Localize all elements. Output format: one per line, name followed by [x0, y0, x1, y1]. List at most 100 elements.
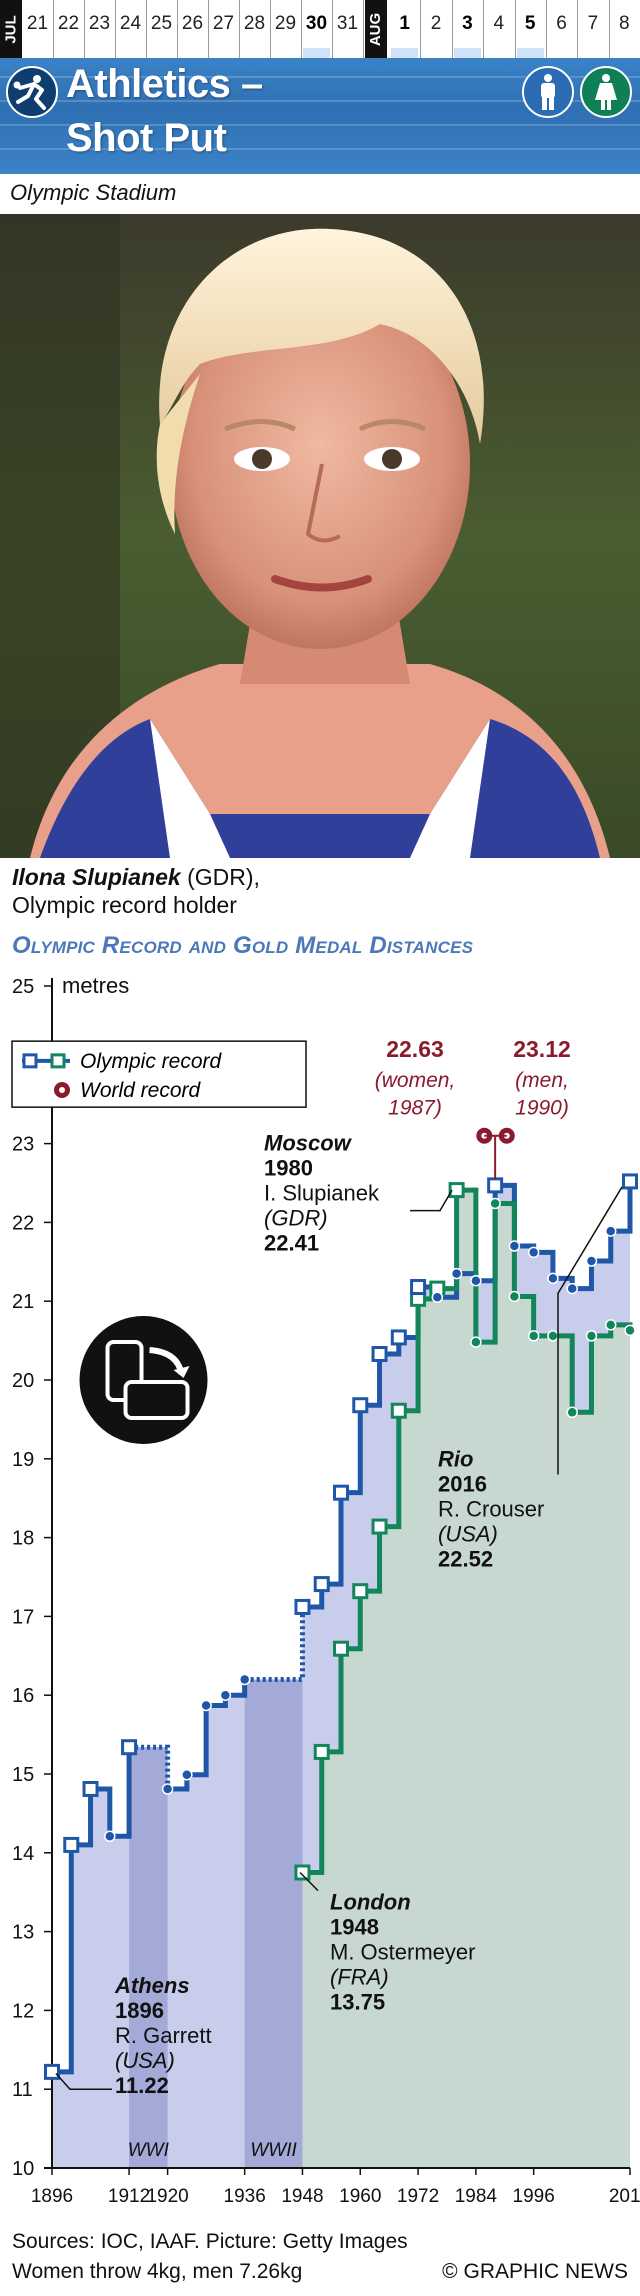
men-line-segment-9 — [244, 1606, 305, 1682]
x-tick-label-1960: 1960 — [339, 2186, 381, 2207]
day-8: 8 — [609, 0, 640, 58]
men-line-segment-26 — [610, 1181, 633, 1234]
chart-title: Olympic Record and Gold Medal Distances — [12, 932, 474, 959]
men-record-2016 — [622, 1173, 638, 1190]
annotation-moscow-country: (GDR) — [264, 1206, 328, 1231]
y-tick-label-22: 22 — [12, 1212, 34, 1234]
annotation-moscow-place: Moscow — [264, 1131, 353, 1156]
annotation-london-year: 1948 — [330, 1915, 379, 1940]
war-band-wwii — [244, 1679, 303, 2168]
men-line-segment-4 — [129, 1744, 171, 1789]
war-label-wwii: WWII — [250, 2140, 297, 2161]
venue: Olympic Stadium — [10, 180, 177, 205]
men-line-segment-1 — [71, 1788, 94, 1848]
legend-swatch-men — [22, 1053, 38, 1069]
annotation-rio-year: 2016 — [438, 1472, 487, 1497]
women-point-1996 — [527, 1330, 540, 1342]
y-tick-label-18: 18 — [12, 1528, 34, 1550]
day-26: 26 — [177, 0, 209, 58]
women-record-1948 — [294, 1864, 311, 1881]
annotation-london-athlete: M. Ostermeyer — [330, 1940, 475, 1965]
legend-olympic-record: Olympic record — [80, 1050, 223, 1073]
x-tick-label-1972: 1972 — [397, 2186, 439, 2207]
legend: Olympic record World record — [11, 1040, 307, 1108]
annotation-athens-year: 1896 — [115, 1998, 164, 2023]
men-record-1952 — [313, 1576, 330, 1593]
day-31: 31 — [332, 0, 364, 58]
men-point-2004 — [566, 1282, 578, 1295]
men-point-1908 — [104, 1830, 116, 1843]
women-record-1960 — [352, 1583, 369, 1600]
y-tick-label-13: 13 — [12, 1922, 34, 1944]
women-point-1988 — [489, 1197, 501, 1210]
men-point-1932 — [219, 1689, 232, 1701]
shot-put-icon — [6, 66, 58, 118]
x-tick-label-2016: 2016 — [609, 2186, 640, 2207]
month-aug: AUG — [365, 0, 387, 58]
world-record-desc2-1: 1990) — [515, 1096, 569, 1119]
x-tick-label-1936: 1936 — [224, 2186, 266, 2207]
women-point-1992 — [508, 1290, 521, 1303]
rotate-device-icon — [79, 1316, 208, 1444]
day-29: 29 — [270, 0, 302, 58]
women-point-2012 — [604, 1319, 617, 1331]
world-record-desc1-1: (men, — [515, 1069, 569, 1092]
men-record-1900 — [63, 1836, 80, 1853]
day-6: 6 — [546, 0, 579, 58]
credit: © GRAPHIC NEWS — [442, 2260, 628, 2283]
women-line-segment-10 — [495, 1200, 517, 1297]
men-record-1904 — [82, 1780, 99, 1797]
male-icon — [522, 66, 574, 118]
day-22: 22 — [53, 0, 85, 58]
women-record-1980 — [448, 1182, 465, 1199]
x-tick-label-1996: 1996 — [513, 2186, 555, 2207]
annotation-leader-rio — [557, 1186, 623, 1475]
month-jul: JUL — [0, 0, 22, 58]
men-point-1976 — [431, 1291, 444, 1304]
men-line-segment-25 — [591, 1231, 614, 1264]
day-1: 1 — [389, 0, 422, 58]
x-tick-label-1912: 1912 — [108, 2186, 150, 2207]
annotation-leader-london — [299, 1871, 319, 1892]
athlete-photo — [0, 214, 640, 858]
women-line-segment-13 — [552, 1333, 575, 1413]
day-21: 21 — [22, 0, 54, 58]
annotation-rio-country: (USA) — [438, 1522, 498, 1547]
annotation-moscow-year: 1980 — [264, 1156, 313, 1181]
world-record-desc1-0: (women, — [375, 1069, 456, 1092]
legend-world-record: World record — [80, 1079, 202, 1102]
men-point-1984 — [470, 1274, 482, 1287]
annotation-moscow-athlete: I. Slupianek — [264, 1181, 380, 1206]
photo-caption-role: Olympic record holder — [12, 892, 237, 918]
athlete-country: (GDR), — [187, 864, 260, 890]
y-tick-label-23: 23 — [12, 1134, 34, 1156]
annotation-leader-moscow — [410, 1189, 453, 1212]
men-point-2012 — [604, 1225, 617, 1237]
rotate-icon-arrowhead — [173, 1366, 190, 1378]
annotation-athens-country: (USA) — [115, 2048, 175, 2073]
y-tick-label-20: 20 — [12, 1370, 34, 1392]
men-record-1896 — [44, 2063, 60, 2080]
title-line-1: Athletics – — [66, 62, 263, 106]
date-strip: JUL 21 22 23 24 25 26 27 28 29 30 31 AUG 1 2 3 4 5 6 7 8 — [0, 0, 640, 58]
day-7: 7 — [577, 0, 610, 58]
women-area — [302, 1190, 630, 2168]
women-line-segment-11 — [514, 1293, 537, 1336]
men-line-segment-22 — [533, 1249, 556, 1279]
x-tick-label-1896: 1896 — [31, 2186, 73, 2207]
men-point-1980 — [450, 1267, 463, 1280]
y-tick-label-12: 12 — [12, 2000, 34, 2022]
men-point-1928 — [200, 1699, 212, 1712]
women-point-1984 — [470, 1336, 482, 1348]
war-band-wwi — [129, 1747, 168, 2168]
rotate-icon-phone-landscape — [123, 1380, 190, 1420]
annotation-rio-place: Rio — [438, 1447, 473, 1472]
y-tick-label-16: 16 — [12, 1685, 34, 1707]
y-tick-label-10: 10 — [12, 2158, 34, 2180]
female-icon — [580, 66, 632, 118]
annotation-athens-athlete: R. Garrett — [115, 2023, 212, 2048]
women-line-segment-9 — [475, 1203, 498, 1345]
implement-weights: Women throw 4kg, men 7.26kg — [12, 2260, 303, 2283]
